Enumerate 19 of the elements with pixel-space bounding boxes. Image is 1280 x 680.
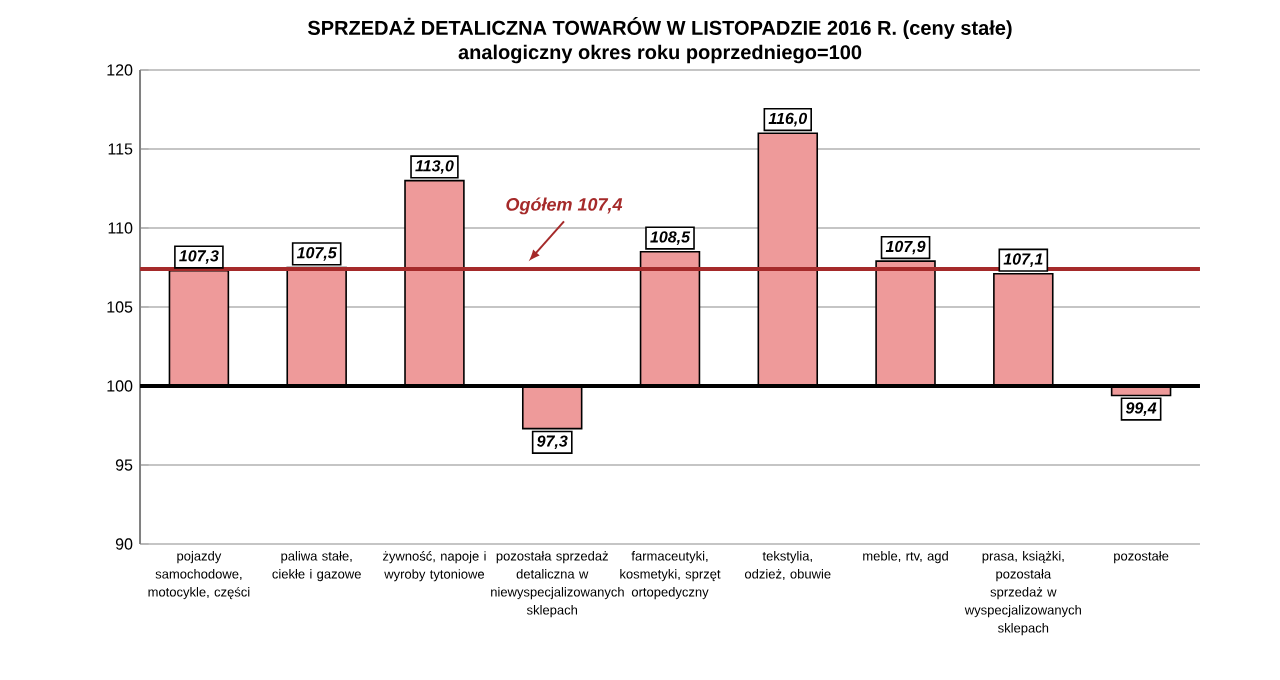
data-label: 97,3 bbox=[537, 435, 568, 450]
y-tick-label: 105 bbox=[107, 301, 133, 313]
data-label: 116,0 bbox=[768, 112, 808, 127]
y-tick-label: 110 bbox=[108, 222, 133, 234]
y-tick-label: 120 bbox=[107, 64, 133, 76]
data-label: 107,5 bbox=[296, 247, 337, 261]
ref-line-label: Ogółem 107,4 bbox=[506, 197, 623, 215]
data-label: 107,9 bbox=[885, 240, 926, 255]
data-label: 107,3 bbox=[179, 250, 219, 264]
data-label: 107,1 bbox=[1003, 253, 1043, 268]
chart-title: SPRZEDAŻ DETALICZNA TOWARÓW W LISTOPADZIE 2016 R. (ceny stałe) bbox=[307, 17, 1012, 39]
data-label: 108,5 bbox=[650, 231, 691, 245]
data-label: 113,0 bbox=[415, 160, 454, 174]
y-tick-label: 100 bbox=[107, 380, 133, 392]
data-label: 99,4 bbox=[1125, 402, 1157, 416]
y-tick-label: 95 bbox=[115, 459, 133, 471]
chart-subtitle: analogiczny okres roku poprzedniego=100 bbox=[458, 44, 862, 64]
y-tick-label: 115 bbox=[108, 143, 133, 155]
y-tick-label: 90 bbox=[115, 538, 133, 550]
